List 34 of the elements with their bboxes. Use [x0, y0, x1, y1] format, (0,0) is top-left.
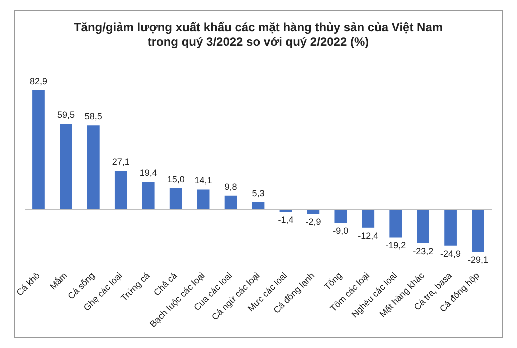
- data-label: 27,1: [112, 156, 130, 167]
- data-label: -9,0: [333, 226, 349, 236]
- chart-title: Tăng/giảm lượng xuất khẩu các mặt hàng thủy sản của Việt Nam trong quý 3/2022 so với quý 2/2022 (%): [74, 20, 444, 49]
- bar: [472, 210, 484, 252]
- x-tick-label: Chả cá: [152, 270, 180, 298]
- bar: [197, 190, 210, 210]
- bar: [60, 124, 72, 210]
- data-label: 58,5: [84, 112, 102, 122]
- bar: [114, 170, 128, 210]
- bar: [142, 182, 155, 210]
- bar: [87, 126, 100, 210]
- bar: [417, 210, 430, 244]
- data-label: -19,2: [386, 240, 406, 251]
- bar: [362, 210, 375, 228]
- data-label: 9,8: [224, 182, 238, 192]
- data-label: 15,0: [167, 174, 185, 184]
- data-label: 59,5: [57, 110, 75, 120]
- data-label: -29,1: [468, 254, 489, 265]
- data-label: 14,1: [194, 176, 212, 186]
- x-tick-label: Cá khô: [14, 270, 42, 298]
- bar: [32, 90, 45, 210]
- data-label: 82,9: [30, 76, 48, 86]
- data-label: 19,4: [140, 168, 158, 178]
- data-label: 5,3: [252, 188, 265, 198]
- data-label: -12,4: [358, 230, 379, 241]
- bar: [224, 196, 238, 210]
- data-label: -24,9: [440, 248, 462, 259]
- data-label: -23,2: [413, 246, 434, 256]
- data-label: -1,4: [278, 215, 294, 226]
- data-label: -2,9: [306, 217, 322, 228]
- bar: [170, 188, 182, 210]
- bar: [390, 210, 402, 238]
- bar: [444, 210, 457, 246]
- bar: [334, 210, 348, 224]
